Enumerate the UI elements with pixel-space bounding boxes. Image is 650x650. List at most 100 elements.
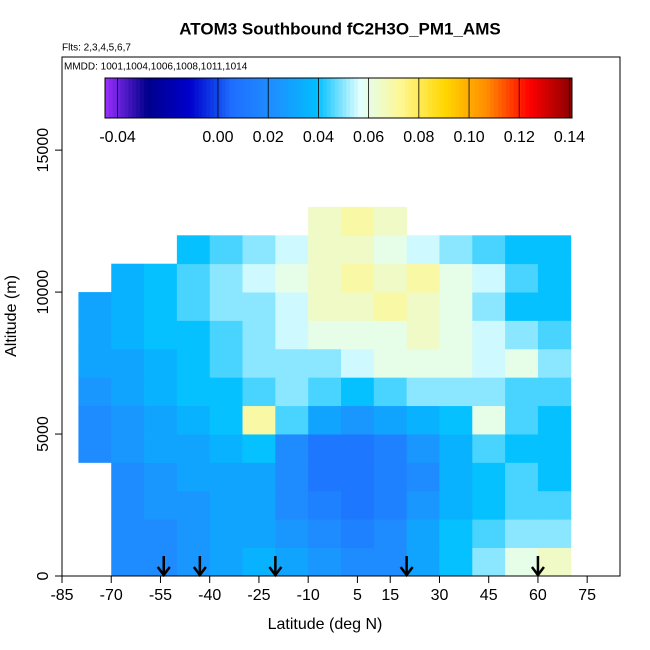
colorbar-swatch	[225, 78, 231, 118]
y-tick-label: 0	[35, 571, 52, 580]
heat-cell	[439, 292, 473, 321]
colorbar-swatch	[178, 78, 184, 118]
heat-cell	[176, 320, 211, 350]
annotation: MMDD: 1001,1004,1006,1008,1011,1014	[64, 62, 248, 73]
heat-cell	[373, 490, 408, 520]
colorbar-swatch	[533, 78, 538, 118]
heat-cell	[406, 519, 440, 549]
heat-cell	[406, 462, 440, 492]
heat-cell	[406, 235, 440, 265]
heat-cell	[242, 320, 276, 350]
heat-cell	[439, 434, 473, 463]
heat-cell	[176, 405, 211, 435]
colorbar-tick-label: 0.14	[554, 129, 585, 146]
colorbar-swatch	[439, 78, 445, 118]
heat-cell	[242, 292, 276, 321]
x-tick-label: 30	[431, 587, 449, 604]
heat-cell	[176, 434, 211, 463]
arrow-head	[192, 566, 207, 578]
colorbar-tick-label: 0.12	[504, 129, 535, 146]
heat-cell	[505, 348, 539, 378]
colorbar-swatch	[389, 78, 394, 118]
colorbar-swatch	[474, 78, 480, 118]
colorbar-swatch	[287, 78, 293, 118]
colorbar-swatch	[163, 78, 168, 118]
colorbar-swatch	[443, 78, 448, 118]
heat-cell	[472, 235, 506, 265]
colorbar-swatch	[311, 78, 316, 118]
heat-cell	[537, 377, 572, 407]
colorbar-swatch	[517, 78, 522, 118]
colorbar-swatch	[194, 78, 199, 118]
heat-cell	[176, 263, 211, 293]
colorbar-swatch	[428, 78, 433, 118]
x-tick-label: -25	[247, 587, 270, 604]
heat-cell	[275, 490, 309, 520]
heat-cell	[78, 348, 112, 378]
heat-cell	[439, 405, 473, 435]
colorbar-swatch	[521, 78, 526, 118]
heat-cell	[275, 547, 309, 577]
heat-cell	[537, 320, 572, 350]
heat-cell	[537, 519, 572, 549]
colorbar-swatch	[478, 78, 483, 118]
colorbar-tick-label: -0.04	[99, 129, 136, 146]
heat-cell	[111, 462, 145, 492]
heat-cell	[242, 490, 276, 520]
colorbar-swatch	[147, 78, 153, 118]
colorbar-swatch	[136, 78, 141, 118]
heat-cell	[275, 519, 309, 549]
colorbar-swatch	[112, 78, 118, 118]
colorbar-swatch	[404, 78, 410, 118]
colorbar-tick-label: 0.06	[353, 129, 384, 146]
heat-cell	[209, 547, 243, 577]
heat-cell	[505, 235, 539, 265]
colorbar-swatch	[365, 78, 371, 118]
heat-cell	[144, 292, 178, 321]
heat-cell	[505, 434, 539, 463]
colorbar-swatch	[295, 78, 301, 118]
heat-cell	[472, 292, 506, 321]
heat-cell	[209, 292, 243, 321]
colorbar-swatch	[248, 78, 254, 118]
colorbar-swatch	[424, 78, 429, 118]
colorbar-swatch	[276, 78, 281, 118]
heat-cell	[209, 263, 243, 293]
heat-cell	[209, 490, 243, 520]
plot-frame	[61, 56, 621, 577]
colorbar-swatch	[490, 78, 495, 118]
x-tick-label: 45	[480, 587, 498, 604]
heat-cell	[537, 235, 572, 265]
heat-cell	[472, 377, 506, 407]
colorbar-swatch	[268, 78, 273, 118]
heat-cell	[209, 462, 243, 492]
colorbar-swatch	[564, 78, 569, 118]
heat-cell	[111, 547, 145, 577]
heat-cell	[472, 320, 506, 350]
heat-cell	[537, 434, 572, 463]
heat-cell	[439, 547, 473, 577]
heat-cell	[341, 547, 375, 577]
heat-cell	[275, 263, 309, 293]
heat-cell	[78, 292, 112, 321]
heat-cell	[341, 320, 375, 350]
colorbar-swatch	[529, 78, 534, 118]
heat-cell	[406, 405, 440, 435]
heat-cell	[308, 547, 342, 577]
heat-cell	[537, 263, 572, 293]
heat-cell	[472, 348, 506, 378]
heat-cell	[308, 263, 342, 293]
colorbar-swatch	[140, 78, 145, 118]
heat-cell	[176, 490, 211, 520]
colorbar-tick-label: 0.00	[202, 129, 233, 146]
heat-cell	[144, 377, 178, 407]
heat-cell	[537, 490, 572, 520]
heat-cell	[472, 490, 506, 520]
heat-cell	[406, 292, 440, 321]
colorbar-swatch	[556, 78, 561, 118]
colorbar-swatch	[431, 78, 437, 118]
arrow-head	[156, 566, 171, 578]
colorbar-swatch	[486, 78, 491, 118]
heat-cell	[439, 348, 473, 378]
